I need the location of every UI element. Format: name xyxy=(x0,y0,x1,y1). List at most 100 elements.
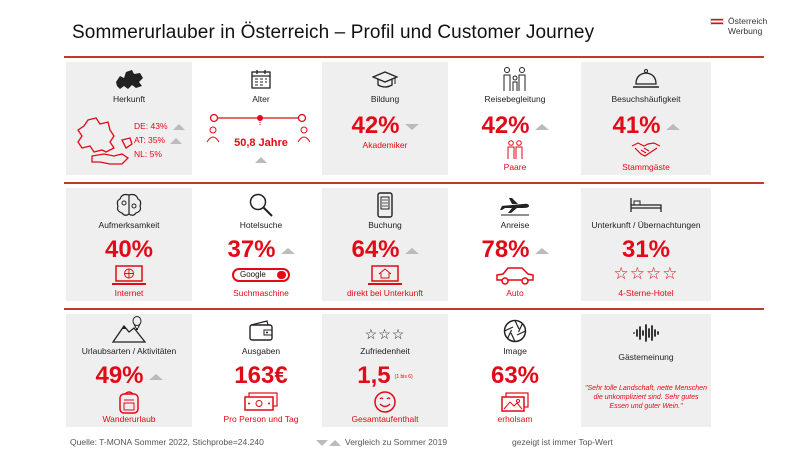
row-experience: Urlaubsarten / Aktivitäten 49% Wanderurl… xyxy=(64,308,764,431)
cell-alter: Alter 50,8 Jahre xyxy=(198,62,324,175)
trend-up-icon xyxy=(170,137,183,144)
logo-line1: Österreich xyxy=(728,16,768,26)
guest-quote: "Sehr tolle Landschaft, nette Menschen d… xyxy=(585,385,707,410)
legend-compare: Vergleich zu Sommer 2019 xyxy=(316,437,447,447)
value-anreise: 78% xyxy=(481,236,530,263)
backpack-icon xyxy=(119,391,139,414)
logo-line2: Werbung xyxy=(728,26,763,36)
laptop-globe-icon xyxy=(112,265,146,285)
herkunft-at: AT: 35% xyxy=(134,135,166,145)
trend-up-icon xyxy=(329,439,341,446)
label-bildung: Bildung xyxy=(370,94,400,104)
sub-zufriedenheit: Gesamtaufenthalt xyxy=(351,414,419,424)
value-alter: 50,8 Jahre xyxy=(234,137,288,149)
row-journey: Aufmerksamkeit 40% Internet Hotelsuche 3… xyxy=(64,182,764,305)
bed-icon xyxy=(630,198,662,212)
value-bildung-row: 42% xyxy=(322,112,448,140)
cell-urlaubsarten: Urlaubsarten / Aktivitäten 49% Wanderurl… xyxy=(66,314,192,427)
landscape-picture-icon xyxy=(501,392,529,412)
top-value-note: gezeigt ist immer Top-Wert xyxy=(512,437,613,447)
value-hotelsuche: 37% xyxy=(227,236,276,263)
sub-ausgaben: Pro Person und Tag xyxy=(223,414,299,424)
label-unterkunft: Unterkunft / Übernachtungen xyxy=(591,220,701,230)
page-title: Sommerurlauber in Österreich – Profil un… xyxy=(72,22,595,43)
cell-image: Image 63% erholsam xyxy=(452,314,578,427)
row-profile: Herkunft DE: 43% AT: 35% NL: 5% xyxy=(64,56,764,179)
value-reisebegleitung: 42% xyxy=(481,112,530,139)
value-hotelsuche-row: 37% xyxy=(198,236,324,264)
value-unterkunft: 31% xyxy=(621,236,671,263)
cell-reisebegleitung: Reisebegleitung 42% Paare xyxy=(452,62,578,175)
source-note: Quelle: T-MONA Sommer 2022, Stichprobe=2… xyxy=(70,437,264,447)
trend-up-icon xyxy=(148,373,163,380)
soundwave-icon xyxy=(633,324,659,342)
sub-buchung: direkt bei Unterkunft xyxy=(346,288,424,298)
sub-aufmerksamkeit: Internet xyxy=(114,288,144,298)
legend-compare-label: Vergleich zu Sommer 2019 xyxy=(345,437,448,447)
value-urlaubsarten-row: 49% xyxy=(66,362,192,390)
sub-bildung: Akademiker xyxy=(362,140,408,150)
four-stars-icon: ☆☆☆☆ xyxy=(613,264,679,283)
brain-icon xyxy=(116,193,142,216)
cell-herkunft: Herkunft DE: 43% AT: 35% NL: 5% xyxy=(66,62,192,175)
trend-up-icon xyxy=(255,156,267,163)
value-buchung-row: 64% xyxy=(322,236,448,264)
trend-down-icon xyxy=(404,123,419,130)
europe-map-icon xyxy=(116,70,143,89)
value-image: 63% xyxy=(490,362,540,389)
label-zufriedenheit: Zufriedenheit xyxy=(360,346,410,356)
wallet-icon xyxy=(249,320,273,341)
trend-up-icon xyxy=(404,247,419,254)
sub-image: erholsam xyxy=(497,414,533,424)
cell-gaestemeinung: Gästemeinung "Sehr tolle Landschaft, net… xyxy=(581,314,711,427)
label-anreise: Anreise xyxy=(500,220,530,230)
cell-anreise: Anreise 78% Auto xyxy=(452,188,578,301)
trend-up-icon xyxy=(665,123,680,130)
label-hotelsuche: Hotelsuche xyxy=(239,220,283,230)
cell-bildung: Bildung 42% Akademiker xyxy=(322,62,448,175)
sub-unterkunft: 4-Sterne-Hotel xyxy=(618,288,674,298)
value-buchung: 64% xyxy=(351,236,400,263)
label-image: Image xyxy=(503,346,527,356)
label-besuchshaeufigkeit: Besuchshäufigkeit xyxy=(611,94,681,104)
cell-aufmerksamkeit: Aufmerksamkeit 40% Internet xyxy=(66,188,192,301)
label-buchung: Buchung xyxy=(368,220,402,230)
cell-buchung: Buchung 64% direkt bei Unterkunft xyxy=(322,188,448,301)
banknotes-icon xyxy=(244,392,278,411)
trend-up-icon xyxy=(172,123,185,130)
family-icon xyxy=(503,67,526,91)
value-zufriedenheit: 1,5 xyxy=(357,362,391,389)
car-icon xyxy=(496,267,534,285)
herkunft-nl: NL: 5% xyxy=(134,149,162,159)
label-ausgaben: Ausgaben xyxy=(241,346,281,356)
sub-besuchshaeufigkeit: Stammgäste xyxy=(622,162,670,172)
mountain-balloon-icon xyxy=(112,316,146,343)
label-gaestemeinung: Gästemeinung xyxy=(618,352,674,362)
sub-urlaubsarten: Wanderurlaub xyxy=(102,414,156,424)
sub-hotelsuche: Suchmaschine xyxy=(233,288,289,298)
value-anreise-row: 78% xyxy=(452,236,578,264)
age-range-icon xyxy=(206,113,311,143)
cell-zufriedenheit: ☆☆☆ Zufriedenheit 1,5 (1 bis 6) Gesamtauf… xyxy=(322,314,448,427)
magnifier-icon xyxy=(249,193,273,217)
value-reisebegleitung-row: 42% xyxy=(452,112,578,140)
cell-unterkunft: Unterkunft / Übernachtungen 31% ☆☆☆☆ 4-S… xyxy=(581,188,711,301)
cell-hotelsuche: Hotelsuche 37% Google Suchmaschine xyxy=(198,188,324,301)
laptop-house-icon xyxy=(368,265,402,285)
herkunft-de: DE: 43% xyxy=(134,121,168,131)
airplane-icon xyxy=(500,198,529,216)
austria-flag-icon xyxy=(710,18,724,25)
trend-up-icon xyxy=(534,247,549,254)
value-zufriedenheit-row: 1,5 (1 bis 6) xyxy=(322,362,448,390)
oesterreich-werbung-logo: Österreich Werbung xyxy=(710,16,790,36)
label-urlaubsarten: Urlaubsarten / Aktivitäten xyxy=(81,346,177,356)
trend-up-icon xyxy=(534,123,549,130)
cell-ausgaben: Ausgaben 163€ Pro Person und Tag xyxy=(198,314,324,427)
scale-zufriedenheit: (1 bis 6) xyxy=(394,373,413,380)
value-besuchshaeufigkeit-row: 41% xyxy=(581,112,711,140)
reception-bell-icon xyxy=(633,69,659,88)
handshake-icon xyxy=(631,142,661,157)
value-bildung: 42% xyxy=(351,112,400,139)
cell-besuchshaeufigkeit: Besuchshäufigkeit 41% Stammgäste xyxy=(581,62,711,175)
